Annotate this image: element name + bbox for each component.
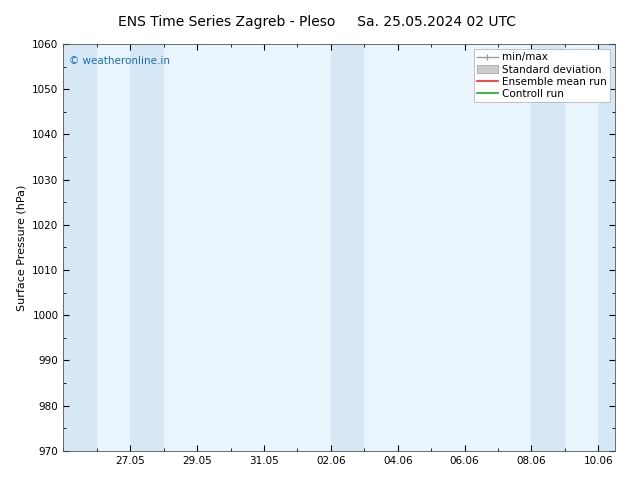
Bar [531, 44, 565, 451]
Y-axis label: Surface Pressure (hPa): Surface Pressure (hPa) [16, 184, 27, 311]
Bar [63, 44, 97, 451]
Text: ENS Time Series Zagreb - Pleso     Sa. 25.05.2024 02 UTC: ENS Time Series Zagreb - Pleso Sa. 25.05… [118, 15, 516, 29]
Text: © weatheronline.in: © weatheronline.in [69, 56, 170, 66]
Bar [598, 44, 615, 451]
Bar [130, 44, 164, 451]
Legend: min/max, Standard deviation, Ensemble mean run, Controll run: min/max, Standard deviation, Ensemble me… [474, 49, 610, 102]
Bar [331, 44, 365, 451]
